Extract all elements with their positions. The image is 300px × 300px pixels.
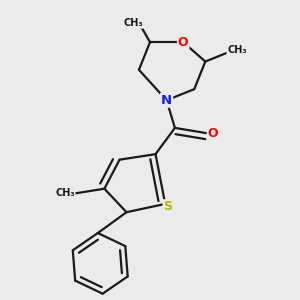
Text: CH₃: CH₃ xyxy=(227,46,247,56)
Text: O: O xyxy=(208,127,218,140)
Text: CH₃: CH₃ xyxy=(55,188,75,198)
Text: N: N xyxy=(161,94,172,107)
Text: CH₃: CH₃ xyxy=(124,18,143,28)
Text: S: S xyxy=(164,200,172,213)
Text: O: O xyxy=(178,36,188,49)
